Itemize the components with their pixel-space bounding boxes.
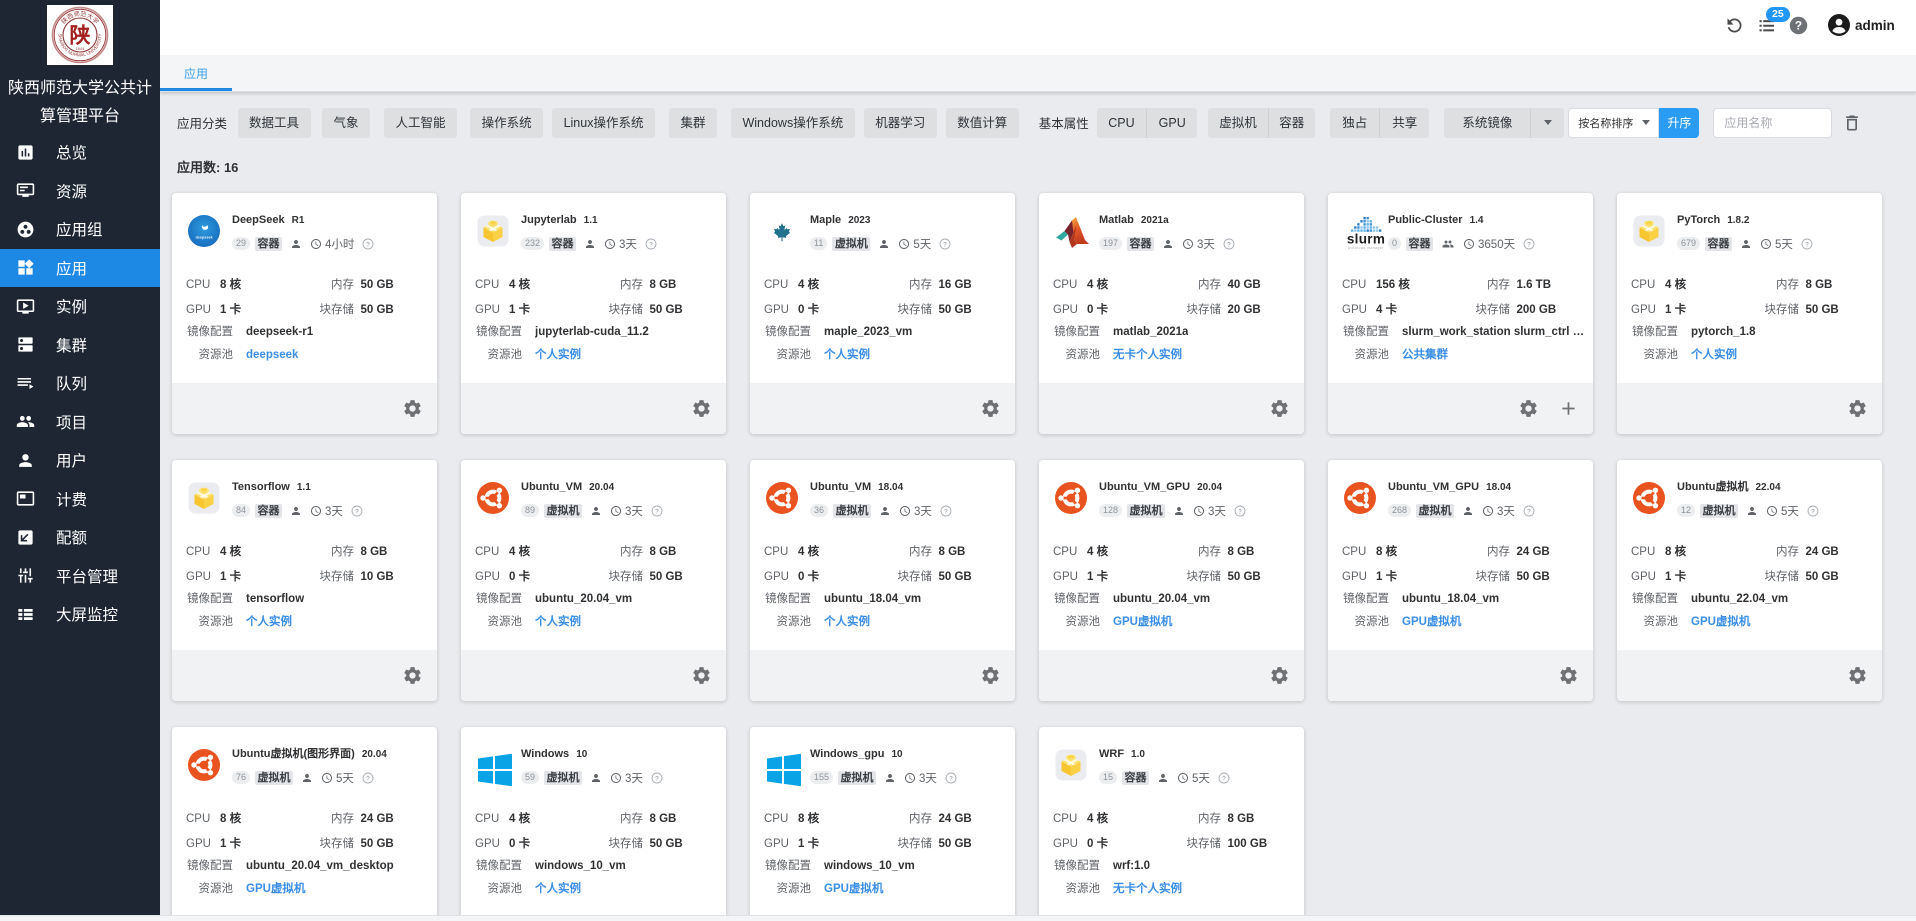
svg-text:1944: 1944 [76,46,86,51]
svg-text:?: ? [1527,508,1531,515]
svg-text:?: ? [1227,241,1231,248]
svg-text:?: ? [943,241,947,248]
svg-text:?: ? [1795,19,1802,33]
svg-text:?: ? [649,241,653,248]
svg-text:workload manager: workload manager [1348,246,1384,250]
svg-text:?: ? [366,775,370,782]
svg-text:?: ? [1222,775,1226,782]
svg-text:?: ? [1805,241,1809,248]
svg-text:陕: 陕 [70,25,91,48]
svg-text:?: ? [949,775,953,782]
svg-text:?: ? [655,508,659,515]
svg-text:?: ? [944,508,948,515]
svg-text:?: ? [1238,508,1242,515]
svg-text:slurm: slurm [1347,232,1385,247]
svg-text:?: ? [655,775,659,782]
svg-text:?: ? [1811,508,1815,515]
svg-text:?: ? [355,508,359,515]
svg-text:deepseek: deepseek [196,236,213,240]
svg-text:?: ? [1527,241,1531,248]
svg-text:?: ? [366,241,370,248]
